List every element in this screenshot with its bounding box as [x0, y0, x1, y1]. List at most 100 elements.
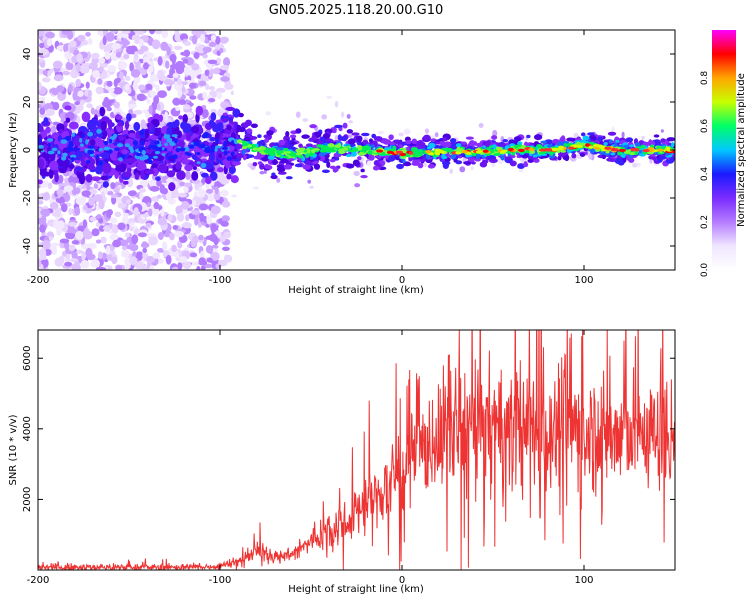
spectrogram-cell	[125, 232, 130, 238]
spectrogram-cell	[77, 34, 86, 42]
spectrogram-cell	[252, 161, 258, 167]
spectrogram-cell	[149, 30, 155, 35]
spectrogram-cell	[90, 107, 95, 115]
spectrogram-cell	[115, 51, 122, 58]
spectrogram-cell	[171, 244, 177, 253]
spectrogram-cell	[266, 165, 273, 170]
spectrogram-cell	[115, 77, 121, 84]
spectrogram-cell	[183, 49, 191, 58]
spectrogram-cell	[308, 137, 318, 142]
spectrogram-cell	[373, 136, 383, 141]
spectrogram-cell	[177, 262, 183, 270]
spectrogram-cell	[154, 140, 160, 145]
spectrogram-cell	[38, 158, 45, 170]
spectrogram-cell	[142, 247, 148, 254]
spectrogram-cell	[104, 46, 110, 51]
x-tick-label: 0	[399, 275, 405, 286]
spectrogram-cell	[75, 78, 82, 88]
spectrogram-cell	[104, 51, 111, 60]
spectrogram-cell	[206, 62, 213, 70]
spectrogram-cell	[50, 242, 60, 247]
spectrogram-cell	[189, 252, 198, 258]
spectrogram-cell	[223, 57, 231, 67]
spectrogram-cell	[514, 140, 519, 146]
spectrogram-cell	[122, 180, 129, 185]
spectrogram-cell	[71, 240, 80, 245]
spectrogram-cell	[52, 60, 63, 69]
spectrogram-cell	[176, 170, 186, 181]
spectrogram-cell	[50, 125, 57, 135]
spectrogram-cell	[423, 134, 431, 141]
spectrogram-cell	[202, 46, 212, 53]
spectrogram-cell	[322, 133, 331, 140]
spectrogram-cell	[504, 156, 512, 160]
spectrogram-cell	[125, 83, 130, 91]
spectrogram-cell	[589, 148, 595, 154]
spectrogram-cell	[70, 157, 75, 163]
spectrogram-cell	[86, 103, 93, 109]
y-tick-label: 0	[22, 147, 33, 153]
spectrogram-cell	[71, 55, 79, 64]
spectrogram-cell	[606, 157, 615, 162]
spectrogram-cell	[39, 224, 46, 233]
spectrogram-cell	[201, 177, 207, 184]
spectrogram-cell	[127, 190, 137, 197]
spectrogram-cell	[246, 128, 253, 134]
spectrogram-cell	[199, 212, 205, 223]
spectrogram-cell	[334, 124, 343, 129]
spectrogram-cell	[112, 160, 121, 166]
spectrogram-cell	[132, 140, 139, 146]
spectrogram-cell	[182, 222, 192, 229]
spectrogram-cell	[181, 200, 190, 210]
spectrogram-cell	[102, 69, 108, 79]
spectrogram-cell	[152, 167, 159, 177]
spectrogram-cell	[278, 139, 285, 146]
spectrogram-cell	[147, 52, 155, 59]
spectrogram-cell	[427, 164, 436, 169]
spectrogram-cell	[110, 30, 118, 33]
spectrogram-cell	[136, 251, 143, 256]
spectrogram-cell	[666, 137, 675, 142]
spectrogram-cell	[87, 145, 95, 149]
spectrogram-cell	[513, 136, 522, 142]
spectrogram-cell	[52, 245, 58, 256]
spectrogram-cell	[53, 74, 64, 82]
spectrogram-cell	[135, 152, 143, 157]
spectrogram-cell	[75, 63, 81, 73]
spectrogram-cell	[365, 145, 369, 150]
spectrogram-cell	[208, 233, 218, 242]
spectrogram-cell	[228, 166, 236, 174]
spectrogram-cell	[54, 257, 64, 267]
spectrogram-cell	[86, 51, 91, 61]
colorbar-tick-label: 0.0	[700, 263, 710, 278]
spectrogram-cell	[177, 88, 183, 98]
spectrogram-cell	[100, 151, 110, 160]
spectrogram-cell	[275, 150, 281, 154]
spectrogram-cell	[87, 90, 92, 99]
spectrogram-cell	[131, 234, 139, 245]
spectrogram-cell	[62, 70, 71, 76]
spectrogram-cell	[132, 80, 138, 90]
spectrogram-cell	[670, 142, 675, 148]
spectrogram-cell	[307, 179, 312, 184]
spectrogram-cell	[162, 241, 168, 252]
spectrogram-cell	[82, 219, 88, 229]
spectrogram-cell	[500, 155, 505, 161]
spectrogram-cell	[441, 153, 446, 160]
spectrogram-cell	[557, 155, 562, 161]
spectrogram-cell	[80, 160, 87, 167]
spectrogram-cell	[185, 214, 190, 222]
spectrogram-cell	[183, 41, 191, 47]
spectrogram-cell	[211, 122, 217, 130]
spectrogram-cell	[90, 139, 96, 146]
spectrogram-cell	[210, 69, 221, 74]
spectrogram-cell	[303, 149, 308, 153]
spectrogram-cell	[56, 45, 66, 51]
spectrogram-cell	[176, 212, 185, 222]
spectrogram-cell	[302, 164, 308, 170]
spectrogram-cell	[211, 30, 218, 33]
spectrogram-cell	[38, 30, 45, 37]
spectrogram-cell	[157, 232, 164, 240]
spectrogram-cell	[396, 163, 404, 170]
